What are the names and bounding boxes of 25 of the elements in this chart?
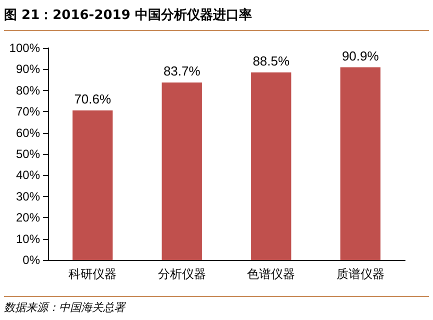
y-tick-label: 30% — [16, 189, 40, 204]
data-label: 83.7% — [163, 64, 201, 79]
y-tick-label: 80% — [16, 83, 40, 98]
y-tick-label: 10% — [16, 232, 40, 246]
chart-title: 图 21：2016-2019 中国分析仪器进口率 — [4, 6, 429, 31]
y-tick-label: 90% — [16, 62, 40, 76]
x-tick-label: 科研仪器 — [68, 267, 117, 281]
y-tick-label: 70% — [16, 104, 40, 119]
bar — [72, 110, 113, 260]
y-tick-label: 40% — [16, 168, 40, 182]
x-tick-label: 质谱仪器 — [336, 267, 384, 281]
y-tick-label: 60% — [16, 126, 40, 140]
source-note: 数据来源：中国海关总署 — [4, 296, 429, 315]
y-tick-label: 0% — [22, 253, 40, 267]
y-tick-label: 20% — [16, 210, 40, 225]
bar — [251, 72, 292, 260]
x-tick-label: 分析仪器 — [158, 267, 206, 281]
bar — [162, 82, 202, 260]
bar — [340, 67, 380, 260]
x-tick-label: 色谱仪器 — [247, 267, 296, 281]
data-label: 70.6% — [74, 91, 112, 106]
data-label: 90.9% — [342, 48, 380, 64]
data-label: 88.5% — [252, 53, 290, 68]
y-tick-label: 50% — [16, 147, 40, 161]
y-tick-label: 100% — [9, 41, 40, 55]
